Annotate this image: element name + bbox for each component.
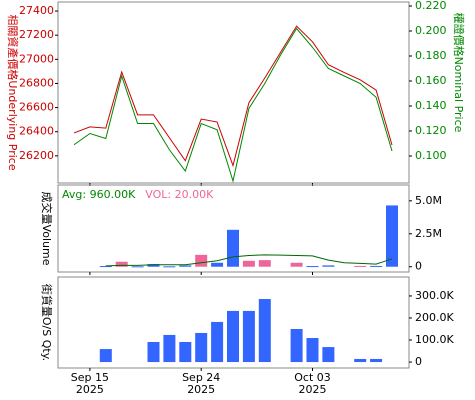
bar xyxy=(131,266,144,268)
y-axis-title: 成交量Volume xyxy=(40,192,54,266)
series-line xyxy=(73,25,393,168)
bar xyxy=(227,310,239,363)
bar xyxy=(322,347,335,363)
y-axis-title: 相關資產價格Underlying Price xyxy=(6,14,20,170)
x-tick-label: Sep 24 xyxy=(182,371,220,384)
bar xyxy=(179,265,192,267)
bar xyxy=(195,254,208,267)
y-tick-label: 26600 xyxy=(19,101,54,114)
panel-frame xyxy=(57,276,410,369)
bar xyxy=(354,358,367,363)
bar xyxy=(290,329,303,363)
y-tick-label: 200.0K xyxy=(415,311,454,324)
y2-tick-label: 0.180 xyxy=(415,49,447,62)
y-tick-label: 26800 xyxy=(19,76,54,89)
bar xyxy=(370,358,383,363)
y-tick-label: 26400 xyxy=(19,125,54,138)
bar xyxy=(163,266,176,268)
bar xyxy=(242,310,255,363)
bar xyxy=(147,264,160,267)
x-tick-label: Oct 03 xyxy=(294,371,331,384)
x-tick-label: 2025 xyxy=(76,383,104,396)
y-tick-label: 5.0M xyxy=(415,194,442,207)
x-tick-label: 2025 xyxy=(299,383,327,396)
bar xyxy=(227,229,239,267)
y-axis-title: 街貨量O/S Qty. xyxy=(40,284,54,361)
y2-tick-label: 0.140 xyxy=(415,99,447,112)
bar xyxy=(211,262,224,267)
bar xyxy=(306,266,319,268)
legend-entry: VOL: 20.00K xyxy=(145,188,214,201)
panel-frame xyxy=(57,184,410,273)
bar xyxy=(211,321,224,363)
bar xyxy=(258,260,271,267)
bar xyxy=(179,342,192,363)
bar xyxy=(147,342,160,363)
y-tick-label: 300.0K xyxy=(415,289,454,302)
y2-tick-label: 0.120 xyxy=(415,124,447,137)
bar xyxy=(322,265,335,267)
bar xyxy=(290,262,303,267)
y-tick-label: 27200 xyxy=(19,28,54,41)
bar xyxy=(195,332,208,363)
y-tick-label: 0 xyxy=(415,355,422,368)
bar xyxy=(370,265,383,267)
y2-tick-label: 0.160 xyxy=(415,74,447,87)
y2-tick-label: 0.200 xyxy=(415,24,447,37)
y-tick-label: 100.0K xyxy=(415,333,454,346)
y2-axis-title: 權證價格Nominal Price xyxy=(452,13,466,133)
bar xyxy=(99,349,112,363)
series-line xyxy=(73,27,393,183)
y-tick-label: 27400 xyxy=(19,4,54,17)
bar xyxy=(354,265,367,267)
bar xyxy=(258,299,271,363)
bar xyxy=(99,266,112,268)
panel-frame xyxy=(57,1,410,184)
y2-tick-label: 0.100 xyxy=(415,149,447,162)
bar xyxy=(115,261,128,267)
series-line xyxy=(105,254,393,267)
bar xyxy=(386,205,398,267)
y-tick-label: 26200 xyxy=(19,149,54,162)
bar xyxy=(242,260,255,267)
y-tick-label: 0 xyxy=(415,260,422,273)
y-tick-label: 2.5M xyxy=(415,227,442,240)
bar xyxy=(163,334,176,363)
x-tick-label: Sep 15 xyxy=(71,371,109,384)
x-tick-label: 2025 xyxy=(187,383,215,396)
y-tick-label: 27000 xyxy=(19,52,54,65)
bar xyxy=(306,338,319,363)
y2-tick-label: 0.220 xyxy=(415,0,447,12)
legend-entry: Avg: 960.00K xyxy=(62,188,136,201)
